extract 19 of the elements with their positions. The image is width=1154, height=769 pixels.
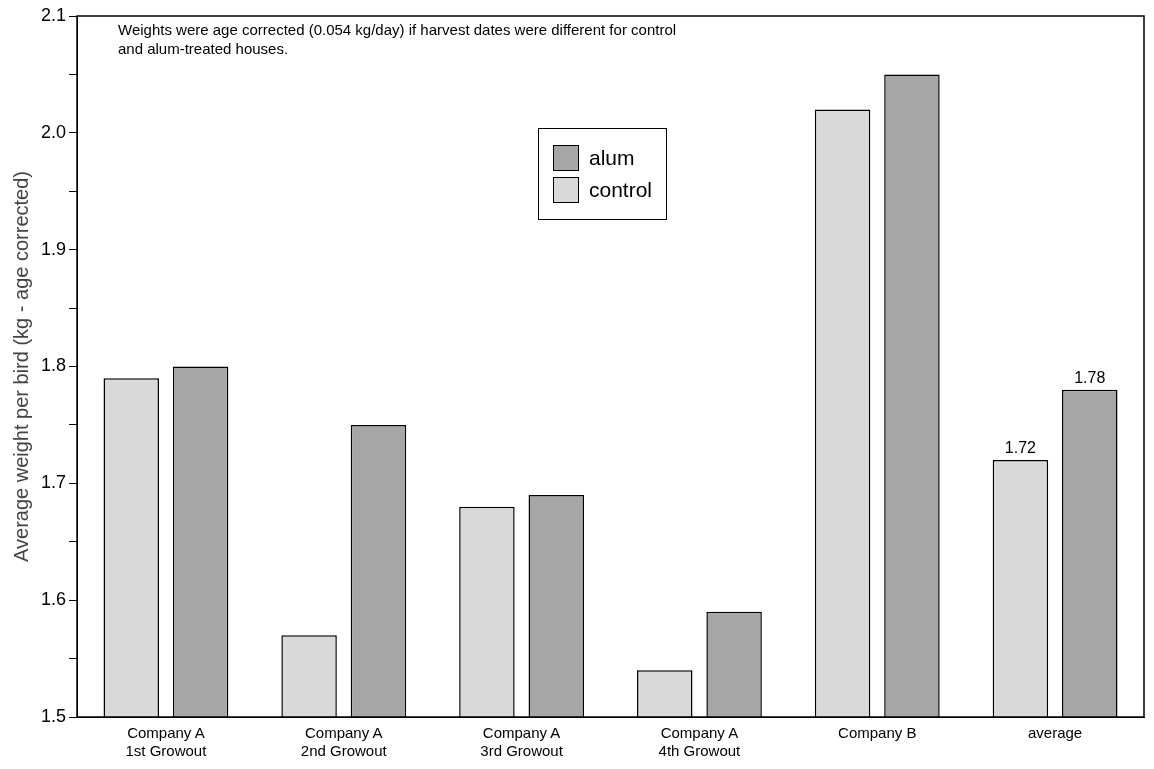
- y-tick-label: 1.9: [40, 238, 67, 259]
- x-tick-label: Company B: [838, 724, 917, 742]
- x-tick-label: average: [1027, 724, 1083, 742]
- x-tick-label: Company A 3rd Growout: [480, 724, 564, 760]
- annotation: Weights were age corrected (0.054 kg/day) if harvest dates were different for control and alum-treated houses.: [118, 20, 678, 58]
- y-tick-label: 2.1: [40, 4, 67, 25]
- y-tick-label: 1.5: [40, 705, 67, 726]
- y-tick-label: 1.7: [40, 472, 67, 493]
- legend-label: control: [589, 178, 653, 202]
- data-label: 1.72: [1004, 439, 1037, 457]
- x-tick-label: Company A 2nd Growout: [300, 724, 388, 760]
- data-label: 1.78: [1074, 369, 1106, 387]
- y-tick-label: 1.8: [40, 355, 67, 376]
- legend-label: alum: [589, 146, 635, 170]
- x-tick-label: Company A 4th Growout: [658, 724, 742, 760]
- y-axis-title: Average weight per bird (kg - age corrected): [9, 171, 32, 562]
- y-tick-label: 2.0: [40, 121, 67, 142]
- x-tick-label: Company A 1st Growout: [125, 724, 208, 760]
- y-tick-label: 1.6: [40, 589, 67, 610]
